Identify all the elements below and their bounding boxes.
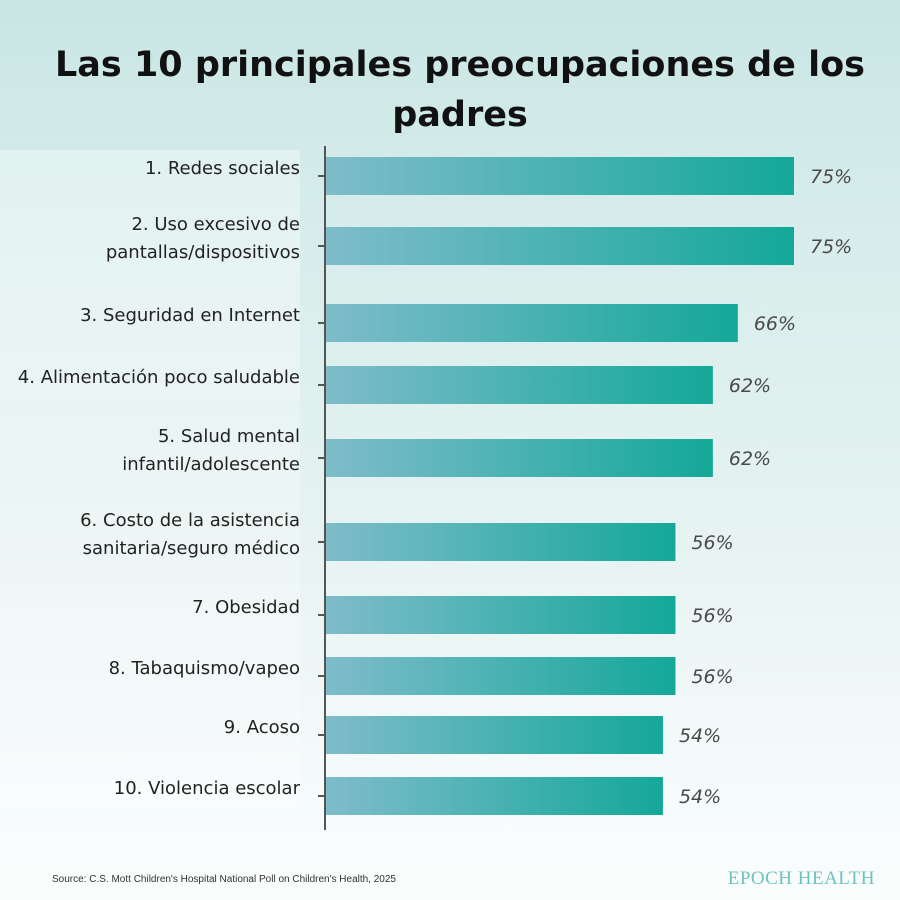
source-note: Source: C.S. Mott Children's Hospital Na… <box>52 874 396 885</box>
category-label: 3. Seguridad en Internet <box>80 305 300 326</box>
category-label: 7. Obesidad <box>192 597 300 618</box>
value-label: 56% <box>691 605 733 627</box>
bar <box>326 304 738 342</box>
bar <box>326 657 676 695</box>
category-label: 9. Acoso <box>224 717 300 738</box>
category-label: 1. Redes sociales <box>145 158 300 179</box>
bar <box>326 716 663 754</box>
bar <box>326 777 663 815</box>
category-label: 10. Violencia escolar <box>114 778 301 799</box>
bar <box>326 157 794 195</box>
bar <box>326 366 713 404</box>
category-label: 2. Uso excesivo de <box>131 214 300 235</box>
category-label: 5. Salud mental <box>158 426 300 447</box>
category-label: infantil/adolescente <box>122 454 300 475</box>
label-panel-upper <box>0 150 300 400</box>
brand-logo: EPOCH HEALTH <box>727 868 875 889</box>
value-label: 56% <box>691 532 733 554</box>
category-label: 8. Tabaquismo/vapeo <box>109 658 300 679</box>
value-label: 56% <box>691 666 733 688</box>
bar <box>326 596 676 634</box>
value-label: 62% <box>729 448 771 470</box>
category-label: 4. Alimentación poco saludable <box>18 367 300 388</box>
category-label: pantallas/dispositivos <box>106 242 300 263</box>
value-label: 75% <box>810 236 852 258</box>
bar <box>326 227 794 265</box>
value-label: 66% <box>754 313 796 335</box>
bar <box>326 523 676 561</box>
category-label: 6. Costo de la asistencia <box>80 510 300 531</box>
value-label: 75% <box>810 166 852 188</box>
label-panel-lower <box>0 400 300 810</box>
value-label: 54% <box>679 725 721 747</box>
value-label: 62% <box>729 375 771 397</box>
category-label: sanitaria/seguro médico <box>83 538 300 559</box>
value-label: 54% <box>679 786 721 808</box>
chart-title: Las 10 principales preocupaciones de los… <box>55 45 865 135</box>
bar <box>326 439 713 477</box>
